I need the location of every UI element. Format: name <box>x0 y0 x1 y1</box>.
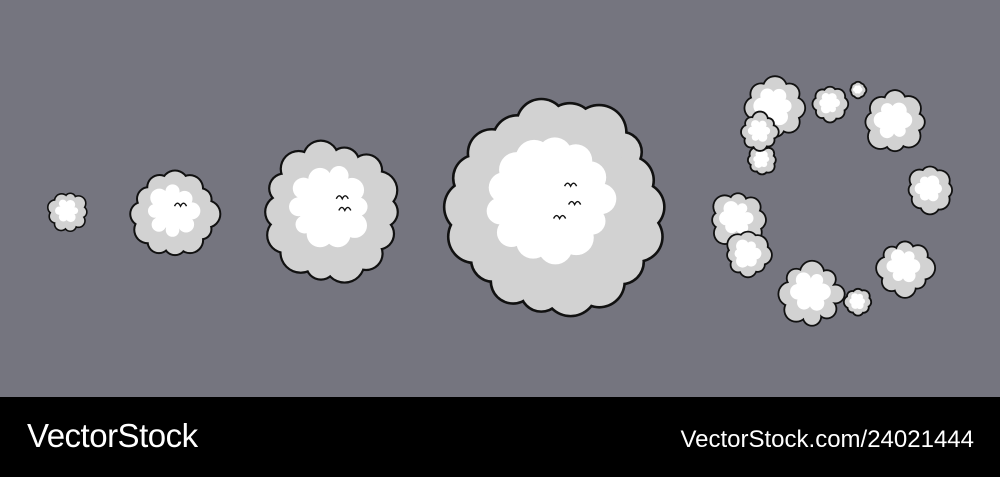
cloud-highlight-core <box>752 123 766 138</box>
cloud-highlight-core <box>881 108 906 132</box>
cloud-detail-line <box>563 182 578 188</box>
cloud-highlight-core <box>501 151 597 247</box>
cloud-highlight-core <box>756 153 767 165</box>
cloud-detail-line <box>568 200 582 207</box>
stock-id-text: VectorStock.com/24021444 <box>680 426 974 453</box>
smoke-sequence-illustration <box>46 75 953 327</box>
cloud-highlight-core <box>920 180 937 197</box>
brand-logo-text: VectorStock <box>27 417 198 454</box>
smoke-puff-medium <box>264 139 399 284</box>
smoke-puff-tiny <box>46 192 88 233</box>
watermark-footer <box>0 397 1000 477</box>
cloud-highlight-core <box>822 96 836 110</box>
cloud-highlight-core <box>59 203 75 219</box>
smoke-puff-large <box>442 97 666 318</box>
cloud-detail-line <box>552 214 567 221</box>
smoke-puff-small <box>129 169 222 257</box>
smoke-ring-dissipating <box>711 75 953 327</box>
cloud-highlight-core <box>855 87 860 92</box>
cloud-highlight-core <box>852 296 862 306</box>
cloud-detail-line <box>173 202 188 208</box>
cloud-detail-line <box>335 195 349 201</box>
cloud-detail-line <box>338 206 352 213</box>
illustration-canvas <box>0 0 1000 397</box>
cloud-highlight-core <box>738 245 755 262</box>
cloud-highlight-core <box>726 207 747 229</box>
cloud-highlight-core <box>893 255 914 277</box>
cloud-highlight-core <box>797 279 823 305</box>
cloud-highlight-core <box>298 176 359 237</box>
cloud-highlight-core <box>154 192 191 229</box>
cloud-highlight-core <box>761 94 786 118</box>
